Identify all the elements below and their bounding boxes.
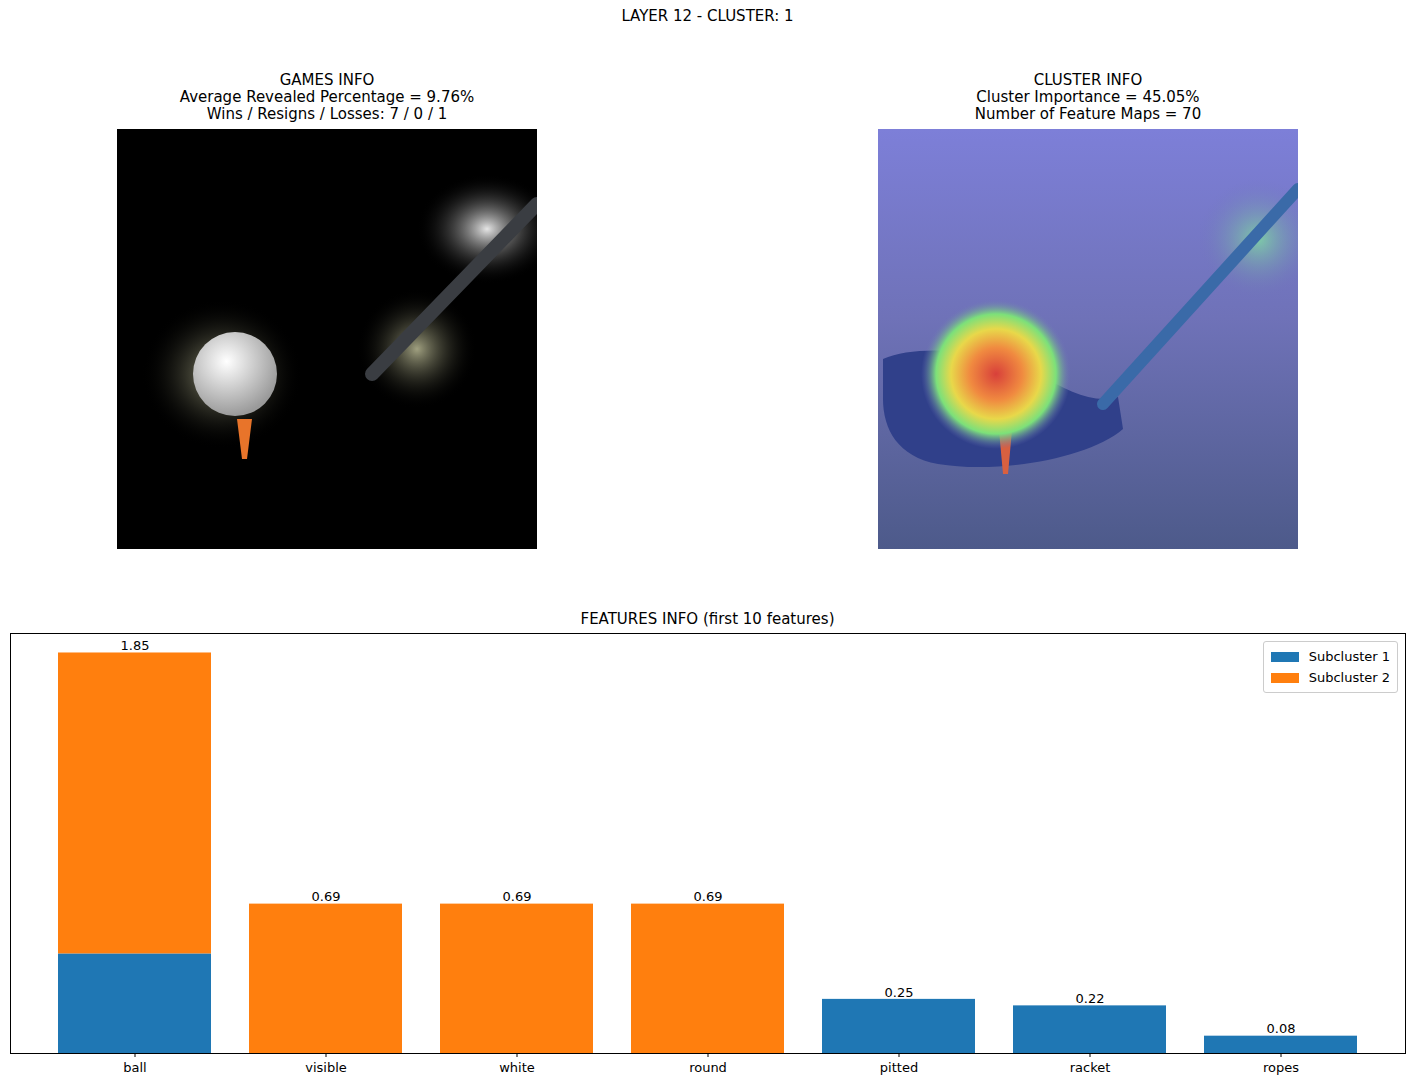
html-text:Number of Feature Maps = 70: Number of Feature Maps = 70 bbox=[974, 105, 1202, 123]
svg-text:0.69: 0.69 bbox=[694, 889, 723, 904]
html-text:CLUSTER INFO: CLUSTER INFO bbox=[1033, 71, 1143, 89]
svg-text:racket: racket bbox=[1070, 1060, 1111, 1075]
html-text:Subcluster 2: Subcluster 2 bbox=[1308, 670, 1390, 685]
svg-text:ball: ball bbox=[123, 1060, 146, 1075]
svg-text:pitted: pitted bbox=[880, 1060, 918, 1075]
html-text:LAYER 12 - CLUSTER: 1: LAYER 12 - CLUSTER: 1 bbox=[621, 7, 794, 25]
svg-text:white: white bbox=[499, 1060, 535, 1075]
html-text:GAMES INFO: GAMES INFO bbox=[279, 71, 375, 89]
html-text:Wins / Resigns / Losses: 7 / 0: Wins / Resigns / Losses: 7 / 0 / 1 bbox=[206, 105, 448, 123]
html-text:Average Revealed Percentage =: Average Revealed Percentage = 9.76% bbox=[179, 88, 475, 106]
svg-text:0.69: 0.69 bbox=[503, 889, 532, 904]
html-text:FEATURES INFO (first 10 featur: FEATURES INFO (first 10 features) bbox=[580, 610, 835, 628]
svg-text:0.69: 0.69 bbox=[312, 889, 341, 904]
svg-text:0.22: 0.22 bbox=[1076, 991, 1105, 1006]
html-text:Cluster Importance = 45.05%: Cluster Importance = 45.05% bbox=[976, 88, 1200, 106]
svg-text:1.85: 1.85 bbox=[121, 638, 150, 653]
svg-text:round: round bbox=[689, 1060, 727, 1075]
svg-text:visible: visible bbox=[305, 1060, 347, 1075]
svg-text:0.25: 0.25 bbox=[885, 985, 914, 1000]
svg-text:0.08: 0.08 bbox=[1267, 1021, 1296, 1036]
html-text:Subcluster 1: Subcluster 1 bbox=[1308, 649, 1390, 664]
svg-text:ropes: ropes bbox=[1263, 1060, 1299, 1075]
